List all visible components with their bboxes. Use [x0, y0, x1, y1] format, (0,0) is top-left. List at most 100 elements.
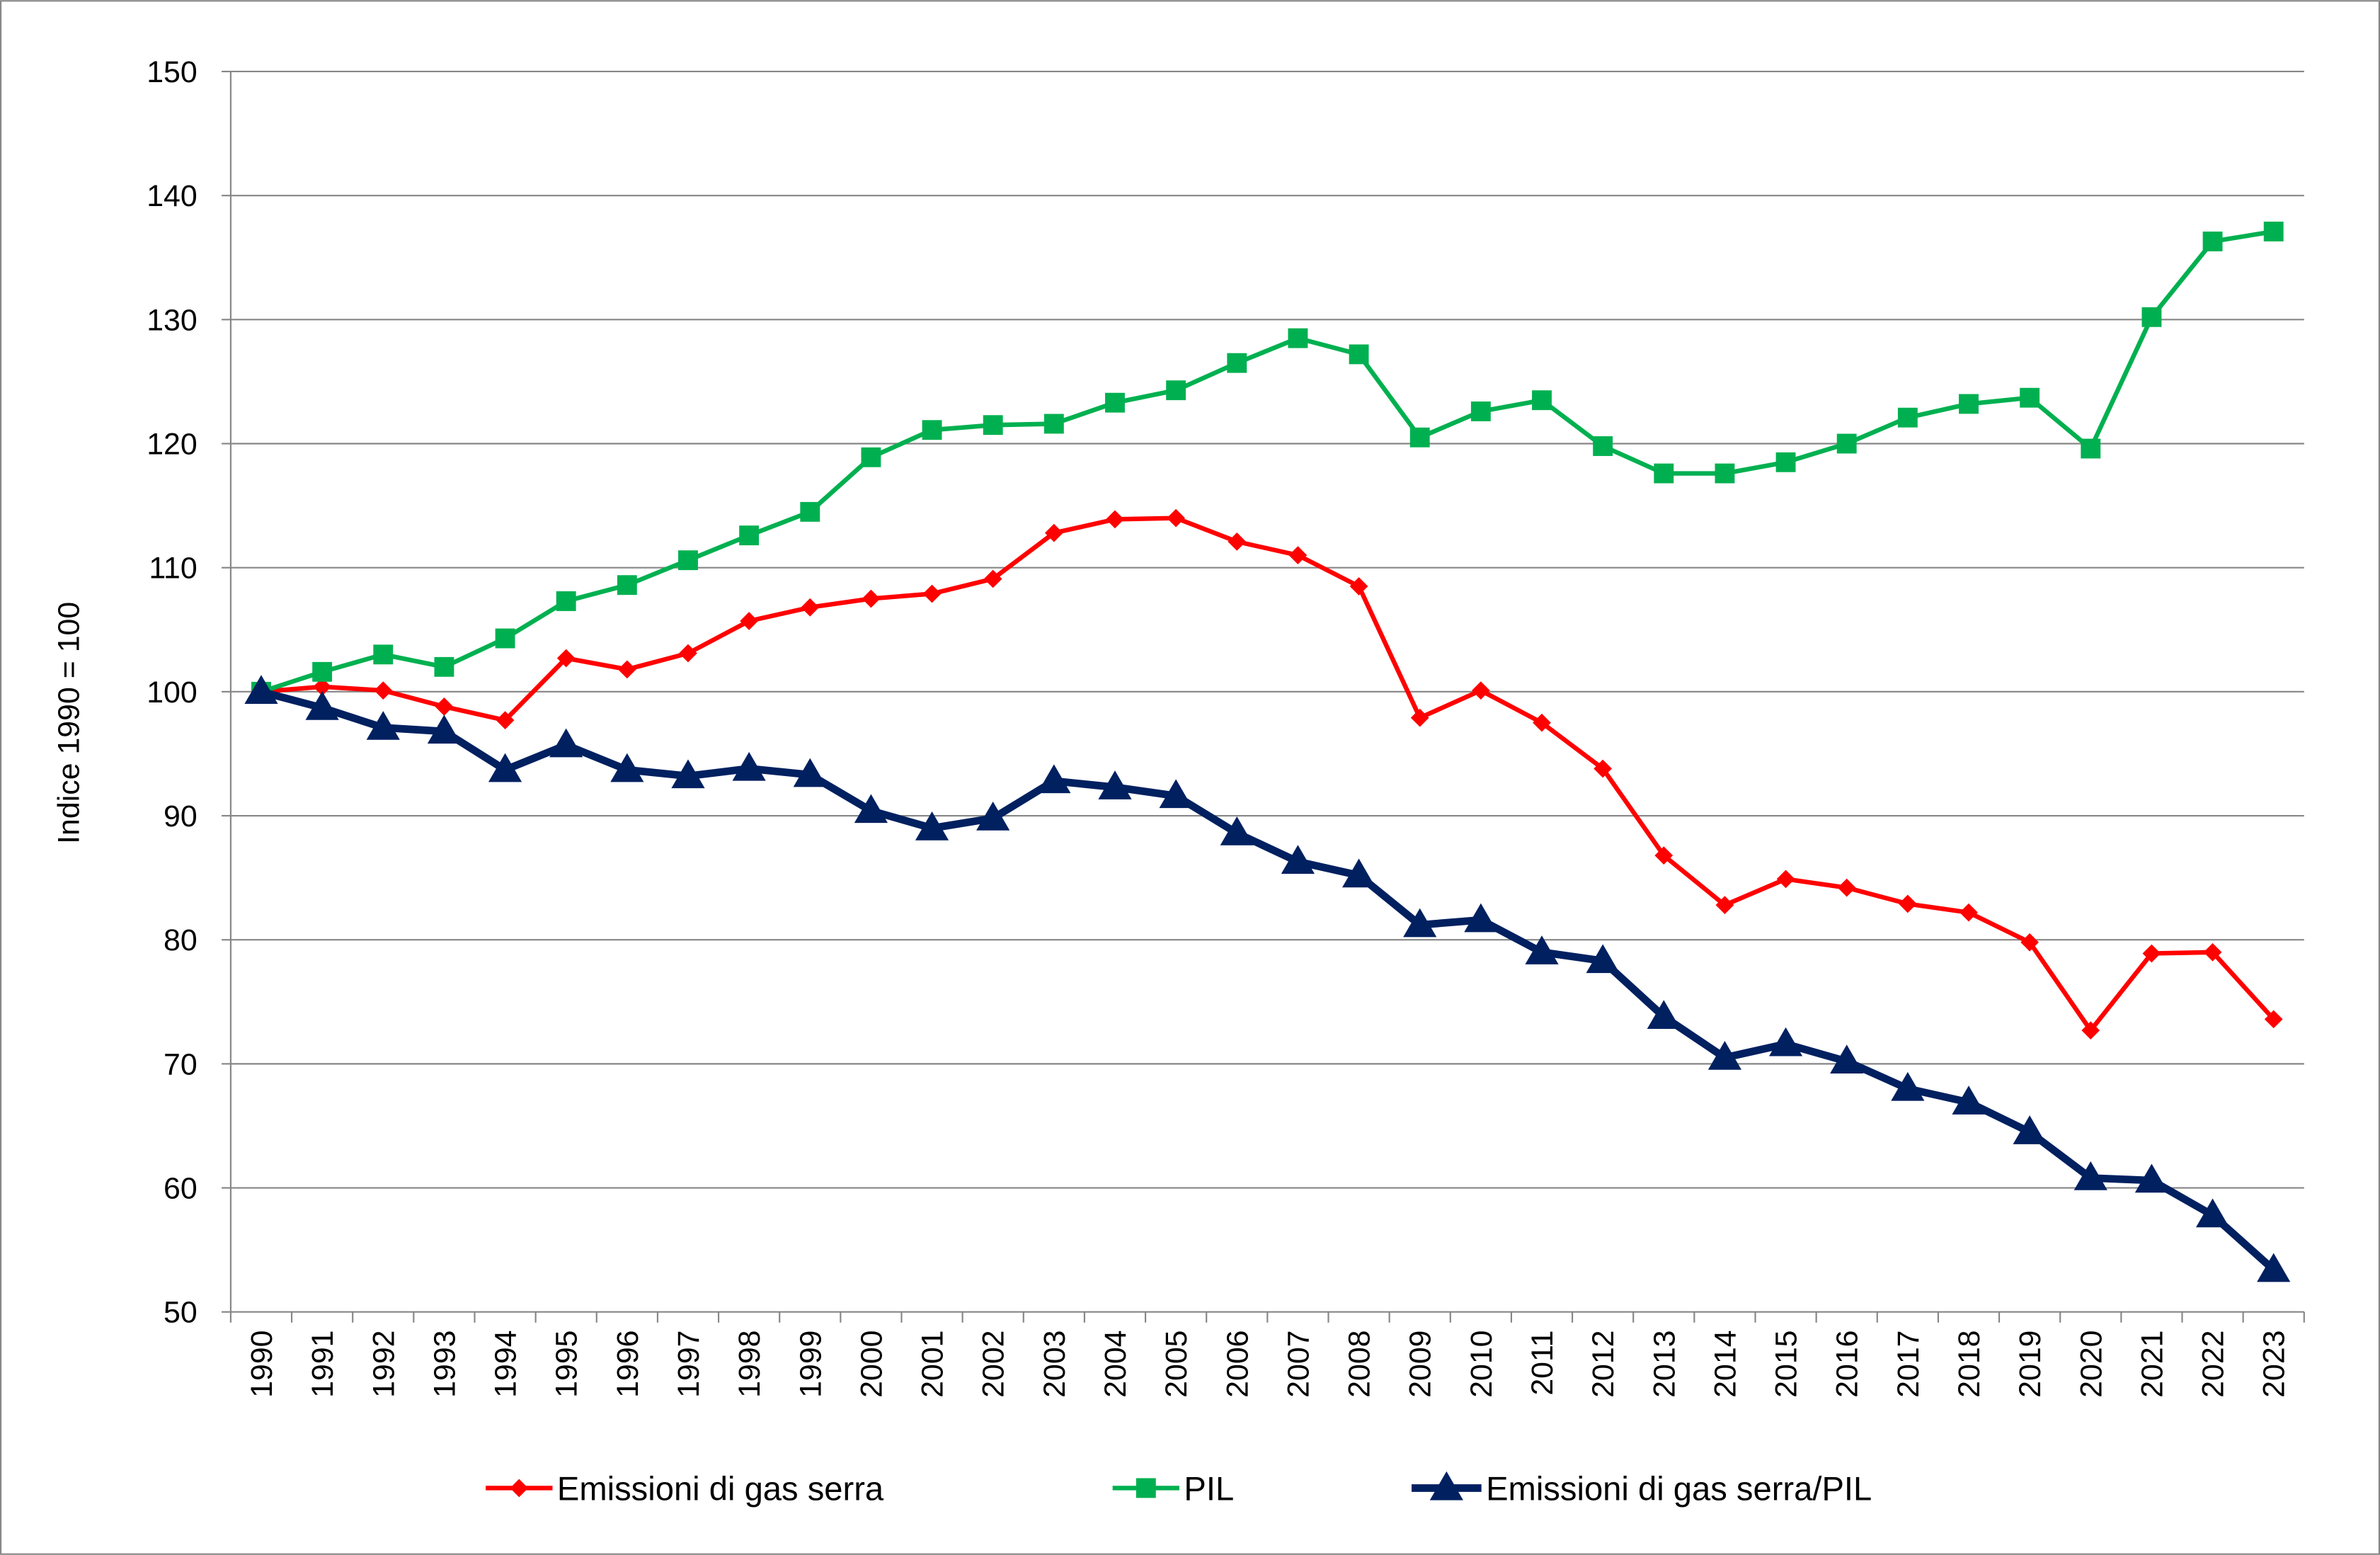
x-tick-label: 2014 — [1708, 1330, 1742, 1397]
data-point-triangle — [1037, 764, 1071, 794]
x-tick-label: 2005 — [1160, 1330, 1194, 1397]
x-tick-label: 1998 — [733, 1330, 767, 1397]
data-point-square — [1043, 414, 1064, 434]
data-point-square — [678, 550, 698, 571]
data-point-triangle — [671, 759, 705, 789]
data-point-triangle — [549, 728, 583, 758]
data-point-triangle — [305, 691, 339, 720]
data-point-triangle — [366, 711, 400, 740]
x-tick-label: 2018 — [1952, 1330, 1986, 1397]
data-point-triangle — [488, 753, 522, 782]
data-point-square — [1349, 344, 1369, 365]
data-point-triangle — [1403, 908, 1437, 938]
y-tick-label: 130 — [147, 303, 198, 337]
data-point-square — [617, 575, 637, 596]
legend-label: Emissioni di gas serra — [557, 1470, 884, 1508]
data-point-triangle — [2073, 1161, 2107, 1190]
x-tick-label: 2002 — [977, 1330, 1011, 1397]
data-point-diamond — [313, 677, 331, 696]
data-point-square — [1775, 452, 1796, 472]
data-point-square — [434, 656, 454, 677]
x-tick-label: 2020 — [2074, 1330, 2108, 1397]
data-point-diamond — [801, 598, 820, 617]
data-point-square — [739, 525, 760, 546]
x-tick-label: 1996 — [611, 1330, 645, 1397]
data-point-square — [983, 415, 1003, 435]
data-point-square — [1959, 394, 1979, 414]
legend-item: PIL — [1112, 1470, 1234, 1508]
data-point-square — [1654, 463, 1674, 484]
data-point-triangle — [915, 811, 949, 841]
data-point-triangle — [1952, 1086, 1986, 1115]
y-tick-label: 80 — [164, 923, 198, 957]
data-point-square — [1227, 353, 1247, 373]
data-point-square — [1470, 401, 1491, 421]
x-tick-label: 2007 — [1281, 1330, 1315, 1397]
x-tick-label: 2019 — [2013, 1330, 2047, 1397]
data-point-diamond — [1898, 894, 1917, 913]
series-group — [244, 222, 2291, 1282]
data-point-triangle — [1464, 903, 1498, 933]
data-point-square — [2020, 387, 2040, 408]
data-point-triangle — [1098, 770, 1132, 799]
data-point-diamond — [1288, 546, 1308, 565]
data-point-square — [1135, 1478, 1156, 1498]
data-point-diamond — [556, 649, 576, 668]
data-point-square — [312, 661, 333, 682]
legend-label: PIL — [1184, 1470, 1234, 1508]
series-line — [260, 229, 2275, 694]
data-point-diamond — [1960, 903, 1978, 922]
data-point-triangle — [854, 794, 888, 824]
data-point-triangle — [1891, 1071, 1925, 1101]
data-point-triangle — [2134, 1163, 2169, 1193]
data-point-square — [1166, 380, 1186, 401]
x-tick-label: 2006 — [1220, 1330, 1254, 1397]
data-point-triangle — [1768, 1027, 1803, 1056]
data-point-triangle — [244, 675, 278, 705]
data-point-triangle — [1281, 845, 1315, 875]
x-tick-label: 1994 — [489, 1330, 523, 1397]
data-point-triangle — [2257, 1253, 2291, 1282]
y-tick-label: 120 — [147, 428, 198, 462]
data-point-triangle — [1429, 1471, 1463, 1500]
x-tick-label: 2011 — [1526, 1330, 1560, 1395]
data-point-triangle — [1525, 935, 1559, 964]
y-tick-label: 100 — [147, 676, 198, 710]
x-tick-label: 1993 — [428, 1330, 462, 1397]
data-point-square — [861, 447, 881, 467]
x-tick-label: 2010 — [1465, 1330, 1499, 1397]
x-tick-label: 1990 — [245, 1330, 279, 1397]
data-point-square — [1288, 328, 1308, 348]
data-point-triangle — [610, 753, 644, 782]
data-point-triangle — [1830, 1044, 1864, 1074]
x-tick-label: 2001 — [916, 1330, 950, 1397]
data-point-diamond — [435, 697, 454, 716]
x-tick-label: 2022 — [2197, 1330, 2231, 1397]
x-tick-label: 2008 — [1343, 1330, 1377, 1397]
data-point-triangle — [732, 751, 766, 781]
data-point-triangle — [1220, 816, 1254, 845]
data-point-triangle — [1159, 779, 1193, 809]
data-point-triangle — [1586, 944, 1620, 974]
y-tick-label: 150 — [147, 55, 198, 89]
x-tick-label: 2004 — [1099, 1330, 1133, 1397]
data-point-square — [800, 501, 820, 522]
x-tick-label: 2009 — [1404, 1330, 1438, 1397]
y-tick-label: 110 — [149, 552, 197, 586]
data-point-diamond — [1044, 523, 1063, 542]
legend-item: Emissioni di gas serra/PIL — [1412, 1470, 1872, 1508]
axes: 50 60 70 80 90 100 110 120 130 140 150 1990 1991 1992… — [147, 55, 2305, 1398]
data-point-square — [373, 644, 394, 665]
series-line — [261, 516, 2276, 1033]
x-tick-label: 1999 — [794, 1330, 828, 1397]
data-point-square — [1105, 392, 1125, 413]
series-line — [260, 688, 2277, 1273]
x-tick-label: 2015 — [1770, 1330, 1804, 1397]
gridlines — [230, 70, 2304, 1189]
data-point-square — [495, 628, 515, 649]
data-point-diamond — [1715, 896, 1734, 915]
data-point-square — [2263, 222, 2284, 241]
data-point-diamond — [1654, 846, 1674, 865]
